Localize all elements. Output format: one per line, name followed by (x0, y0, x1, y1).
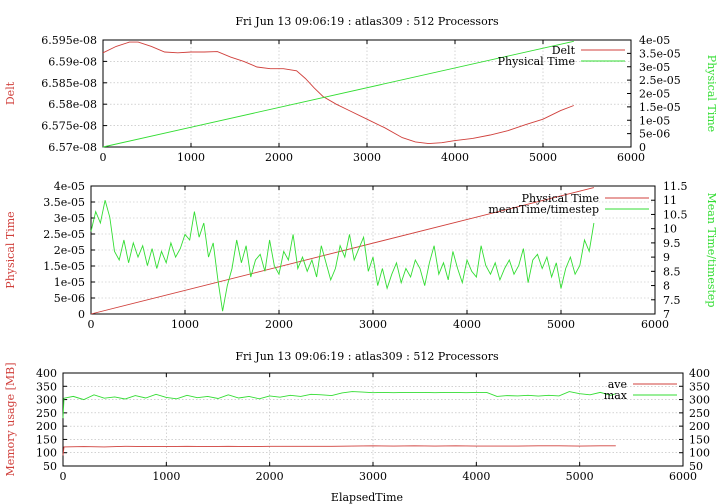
legend-label: max (604, 389, 628, 402)
plot-frame (90, 185, 656, 315)
x-tick-label: 1000 (152, 470, 180, 483)
y-tick-label-right: 1.5e-05 (639, 101, 681, 114)
y-tick-label-right: 7 (663, 308, 670, 321)
y-tick-label-left: 200 (36, 420, 57, 433)
series-line-delt (102, 41, 574, 145)
y-tick-label-right: 4e-05 (639, 34, 670, 47)
x-tick-label: 6000 (641, 318, 669, 331)
plot-frame (102, 39, 632, 148)
y-tick-label-right: 1e-05 (639, 114, 670, 127)
x-tick-label: 3000 (359, 318, 387, 331)
y-axis-label-right: Mean Time/timestep (705, 193, 718, 308)
middle-chart: 0 1000 2000 3000 4000 5000 600005e-061e-051.5e… (4, 180, 718, 331)
y-tick-label-left: 6.595e-08 (41, 34, 97, 47)
x-tick-label: 1000 (171, 318, 199, 331)
y-tick-label-left: 0 (78, 308, 85, 321)
y-tick-label-right: 250 (689, 407, 710, 420)
bottom-x-axis-label: ElapsedTime (331, 491, 403, 504)
y-tick-label-left: 1e-05 (54, 276, 85, 289)
y-tick-label-right: 7.5 (663, 294, 681, 307)
y-tick-label-right: 10.5 (663, 208, 688, 221)
y-tick-label-right: 11 (663, 194, 677, 207)
y-tick-label-left: 1.5e-05 (43, 260, 85, 273)
y-tick-label-left: 3.5e-05 (43, 196, 85, 209)
legend-label: ave (608, 378, 627, 391)
y-tick-label-right: 8.5 (663, 265, 681, 278)
bottom-chart: 0 1000 2000 3000 4000 5000 6000501001502002503… (4, 362, 710, 483)
y-tick-label-left: 5e-06 (54, 292, 85, 305)
x-tick-label: 5000 (566, 470, 594, 483)
x-tick-label: 0 (100, 151, 107, 164)
y-tick-label-right: 50 (689, 460, 703, 473)
y-tick-label-left: 300 (36, 394, 57, 407)
y-tick-label-right: 9.5 (663, 237, 681, 250)
bottom-chart-title: Fri Jun 13 09:06:19 : atlas309 : 512 Pro… (235, 350, 499, 363)
y-tick-label-right: 3.5e-05 (639, 47, 681, 60)
legend-label: meanTime/timestep (488, 203, 599, 216)
y-tick-label-right: 300 (689, 394, 710, 407)
y-tick-label-right: 200 (689, 420, 710, 433)
y-tick-label-right: 350 (689, 380, 710, 393)
y-tick-label-right: 400 (689, 367, 710, 380)
x-tick-label: 1000 (177, 151, 205, 164)
y-tick-label-right: 150 (689, 433, 710, 446)
y-axis-label-left: Memory usage [MB] (4, 362, 17, 476)
y-tick-label-right: 11.5 (663, 180, 688, 193)
x-tick-label: 0 (60, 470, 67, 483)
y-tick-label-right: 9 (663, 251, 670, 264)
y-tick-label-left: 150 (36, 433, 57, 446)
legend-label: Physical Time (522, 192, 599, 205)
x-tick-label: 4000 (441, 151, 469, 164)
x-tick-label: 2000 (265, 151, 293, 164)
series-line-physical-time (102, 40, 574, 148)
legend-label: Physical Time (498, 55, 575, 68)
x-tick-label: 3000 (359, 470, 387, 483)
top-chart-title: Fri Jun 13 09:06:19 : atlas309 : 512 Pro… (235, 15, 499, 28)
y-tick-label-left: 6.585e-08 (41, 77, 97, 90)
x-tick-label: 6000 (669, 470, 697, 483)
top-chart: 0 1000 2000 3000 4000 5000 6000 6.57e-08 6.575e-… (4, 34, 718, 164)
y-tick-label-left: 4e-05 (54, 180, 85, 193)
y-tick-label-right: 3e-05 (639, 61, 670, 74)
x-tick-label: 6000 (617, 151, 645, 164)
x-tick-label: 4000 (453, 318, 481, 331)
legend-label: Delt (552, 44, 576, 57)
y-tick-label-right: 2e-05 (639, 88, 670, 101)
x-tick-label: 5000 (529, 151, 557, 164)
y-tick-label-left: 6.575e-08 (41, 120, 97, 133)
y-tick-label-left: 350 (36, 380, 57, 393)
y-tick-label-right: 5e-06 (639, 128, 670, 141)
y-tick-label-right: 100 (689, 447, 710, 460)
y-axis-label-left: Delt (4, 81, 17, 105)
x-tick-label: 0 (88, 318, 95, 331)
x-tick-label: 4000 (462, 470, 490, 483)
y-tick-label-left: 100 (36, 447, 57, 460)
y-tick-label-left: 6.58e-08 (48, 98, 97, 111)
y-tick-label-left: 6.59e-08 (48, 55, 97, 68)
y-tick-label-left: 2.5e-05 (43, 228, 85, 241)
y-axis-label-right: Physical Time (705, 55, 718, 132)
plot-frame (62, 372, 684, 467)
x-tick-label: 3000 (353, 151, 381, 164)
y-tick-label-left: 3e-05 (54, 212, 85, 225)
y-tick-label-right: 0 (639, 141, 646, 154)
y-tick-label-right: 8 (663, 280, 670, 293)
series-line-meantime-timestep (90, 200, 595, 312)
x-tick-label: 2000 (265, 318, 293, 331)
series-line-ave (62, 445, 616, 456)
y-tick-label-right: 10 (663, 223, 677, 236)
y-tick-label-left: 250 (36, 407, 57, 420)
y-tick-label-left: 2e-05 (54, 244, 85, 257)
y-tick-label-left: 50 (43, 460, 57, 473)
y-tick-label-left: 6.57e-08 (48, 141, 97, 154)
x-tick-label: 2000 (256, 470, 284, 483)
y-axis-label-left: Physical Time (4, 211, 17, 288)
series-line-max (62, 391, 616, 419)
y-tick-label-left: 400 (36, 367, 57, 380)
x-tick-label: 5000 (547, 318, 575, 331)
y-tick-label-right: 2.5e-05 (639, 74, 681, 87)
